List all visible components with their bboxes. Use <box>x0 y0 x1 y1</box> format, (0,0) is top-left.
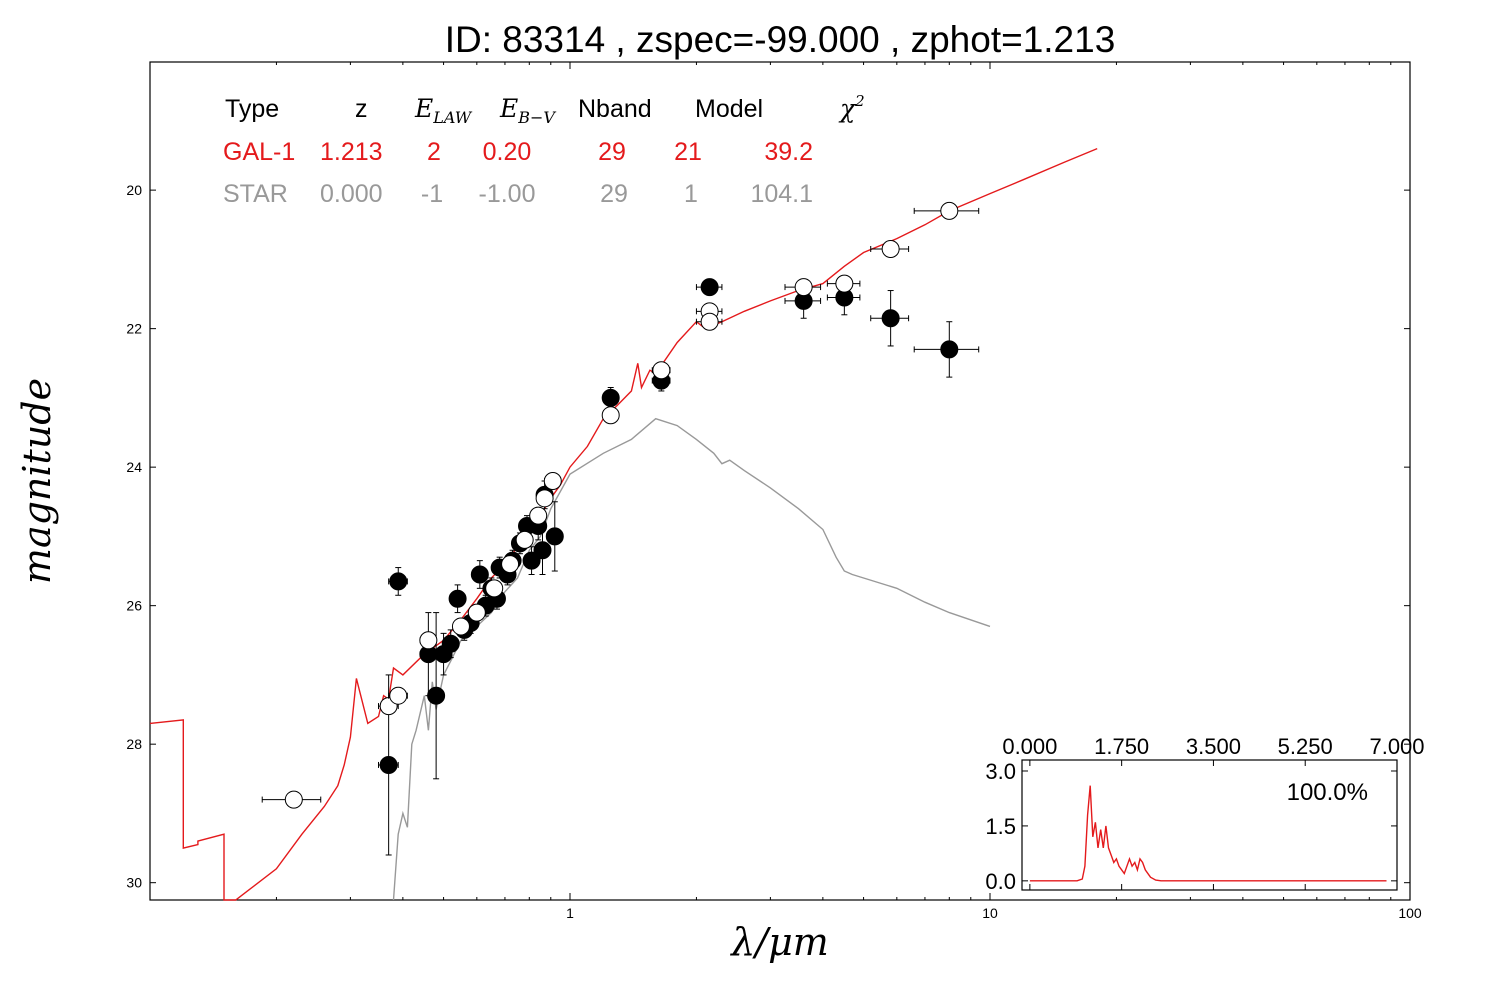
y-tick-label: 20 <box>126 182 142 198</box>
table-header-elaw: ELAW <box>414 94 473 127</box>
y-tick-label: 26 <box>126 598 142 614</box>
inset-y-tick-label: 3.0 <box>985 759 1016 784</box>
model-point <box>535 489 554 508</box>
model-point <box>601 406 620 425</box>
series-line-gal-1 <box>149 147 1098 901</box>
inset-percent: 100.0% <box>1287 779 1368 806</box>
observed-point <box>533 541 552 560</box>
star-z: 0.000 <box>320 180 383 208</box>
observed-point <box>522 551 541 570</box>
model-point <box>940 201 959 220</box>
star-model: 1 <box>684 180 698 208</box>
inset-x-tick-label: 5.250 <box>1278 734 1333 759</box>
y-axis-label: magnitude <box>15 378 59 584</box>
table-header-chi2: χ2 <box>838 92 865 123</box>
inset-x-tick-label: 0.000 <box>1002 734 1057 759</box>
y-tick-label: 28 <box>126 736 142 752</box>
star-nband: 29 <box>600 180 628 208</box>
observed-point <box>441 634 460 653</box>
observed-point <box>379 755 398 774</box>
observed-point <box>545 527 564 546</box>
plot-frame <box>149 61 1411 901</box>
table-row-star: STAR 0.000 -1 -1.00 29 1 104.1 <box>223 180 813 208</box>
observed-point <box>448 589 467 608</box>
gal-chi2: 39.2 <box>764 138 813 166</box>
table-header-z: z <box>355 95 368 123</box>
table-header-type: Type <box>225 95 279 123</box>
inset-y-tick-label: 1.5 <box>985 814 1016 839</box>
inset-y-tick-label: 0.0 <box>985 869 1016 894</box>
gal-ebv: 0.20 <box>483 138 532 166</box>
observed-point <box>881 309 900 328</box>
gal-nband: 29 <box>598 138 626 166</box>
x-tick-label: 10 <box>982 905 998 921</box>
gal-z: 1.213 <box>320 138 383 166</box>
model-point <box>543 472 562 490</box>
model-point <box>389 686 408 705</box>
fit-table: Type z ELAW EB−V Nband Model χ2 GAL-1 1.… <box>223 92 865 208</box>
model-point <box>467 603 486 622</box>
x-tick-label: 1 <box>566 905 574 921</box>
y-tick-label: 30 <box>126 875 142 891</box>
observed-point <box>427 686 446 705</box>
gal-type: GAL-1 <box>223 138 295 166</box>
observed-point <box>601 388 620 407</box>
star-ebv: -1.00 <box>479 180 536 208</box>
model-point <box>529 506 548 525</box>
table-header-nband: Nband <box>578 95 652 123</box>
inset-content: 0.000 1.750 3.500 5.250 7.000 0.0 1.5 3.0 <box>985 734 1424 894</box>
model-point <box>284 790 303 809</box>
plot-series <box>149 147 1098 901</box>
table-row-gal: GAL-1 1.213 2 0.20 29 21 39.2 <box>223 138 813 166</box>
model-point <box>794 278 813 297</box>
star-elaw: -1 <box>421 180 443 208</box>
model-point <box>515 530 534 549</box>
model-point <box>451 617 470 636</box>
observed-point <box>700 278 719 297</box>
model-point <box>419 631 438 650</box>
star-chi2: 104.1 <box>750 180 813 208</box>
x-axis-label: λ/μm <box>729 920 829 964</box>
inset-x-tick-label: 3.500 <box>1186 734 1241 759</box>
star-type: STAR <box>223 180 288 208</box>
observed-point <box>470 565 489 584</box>
observed-point <box>940 340 959 359</box>
plot-points <box>261 201 980 856</box>
inset-x-tick-label: 7.000 <box>1369 734 1424 759</box>
gal-elaw: 2 <box>427 138 441 166</box>
table-header-model: Model <box>695 95 763 123</box>
pz-inset: 0.000 1.750 3.500 5.250 7.000 0.0 1.5 3.0 100.0… <box>985 734 1424 894</box>
series-line-star <box>392 417 991 901</box>
model-point <box>652 361 671 380</box>
model-point <box>501 555 520 574</box>
y-tick-label: 22 <box>126 321 142 337</box>
model-point <box>835 274 854 293</box>
axis-ticks: 20 22 24 26 28 30 1 10 100 <box>126 62 1422 921</box>
model-point <box>700 312 719 331</box>
inset-pdz-line <box>1029 785 1387 882</box>
gal-model: 21 <box>674 138 702 166</box>
y-tick-label: 24 <box>126 459 142 475</box>
model-point <box>881 239 900 258</box>
chart-title: ID: 83314 , zspec=-99.000 , zphot=1.213 <box>445 19 1116 60</box>
x-tick-label: 100 <box>1398 905 1422 921</box>
observed-point <box>389 572 408 591</box>
model-point <box>485 579 504 598</box>
inset-x-tick-label: 1.750 <box>1094 734 1149 759</box>
table-header-ebv: EB−V <box>499 94 556 127</box>
